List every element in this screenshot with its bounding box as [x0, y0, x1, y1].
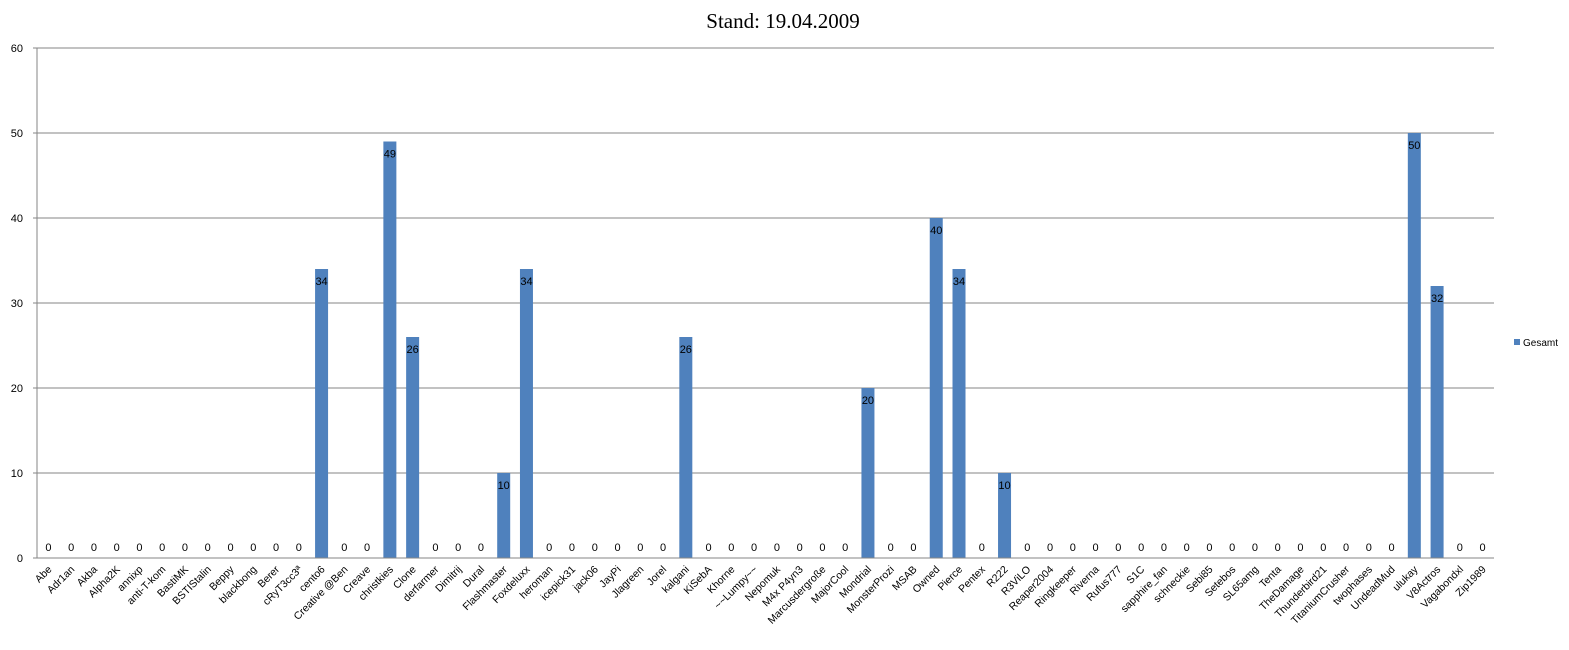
data-label: 40 — [930, 225, 942, 237]
y-tick-label: 10 — [11, 468, 23, 480]
data-label: 0 — [91, 542, 97, 554]
x-tick-label: Dimitrij — [433, 564, 464, 595]
data-label: 0 — [614, 542, 620, 554]
data-label: 0 — [250, 542, 256, 554]
bar — [497, 473, 511, 558]
data-label: 0 — [227, 542, 233, 554]
data-label: 0 — [1457, 542, 1463, 554]
x-axis: AbeAdr1anAkbaAlpha2Kannixpanti-T-komBast… — [33, 557, 1494, 627]
data-label: 0 — [1070, 542, 1076, 554]
data-label: 34 — [953, 276, 965, 288]
bar-series: 0 0 0 0 0 0 0 0 0 0 0 0 34 0 0 49 26 0 0 0 10 34 0 0 0 0 0 0 26 0 0 0 0 0… — [45, 133, 1486, 558]
data-label: 0 — [45, 542, 51, 554]
chart-title: Stand: 19.04.2009 — [706, 9, 859, 33]
y-tick-label: 60 — [11, 43, 23, 55]
data-label: 0 — [797, 542, 803, 554]
data-label: 0 — [1297, 542, 1303, 554]
data-label: 50 — [1408, 140, 1420, 152]
data-label: 0 — [637, 542, 643, 554]
legend-label-gesamt: Gesamt — [1523, 338, 1558, 349]
data-label: 0 — [751, 542, 757, 554]
data-label: 0 — [205, 542, 211, 554]
x-tick-label: jack06 — [570, 564, 601, 595]
data-label: 0 — [1024, 542, 1030, 554]
data-label: 0 — [888, 542, 894, 554]
y-tick-label: 0 — [17, 553, 23, 565]
legend-swatch-gesamt — [1514, 339, 1520, 345]
data-label: 0 — [1161, 542, 1167, 554]
data-label: 0 — [569, 542, 575, 554]
data-label: 0 — [432, 542, 438, 554]
bar — [383, 141, 397, 558]
data-label: 0 — [546, 542, 552, 554]
y-tick-label: 40 — [11, 213, 23, 225]
data-label: 0 — [364, 542, 370, 554]
data-label: 0 — [1343, 542, 1349, 554]
data-label: 20 — [862, 395, 874, 407]
data-label: 0 — [182, 542, 188, 554]
bar — [406, 337, 420, 558]
data-label: 34 — [520, 276, 532, 288]
data-label: 32 — [1431, 293, 1443, 305]
data-label: 0 — [1093, 542, 1099, 554]
data-label: 10 — [998, 480, 1010, 492]
data-label: 0 — [455, 542, 461, 554]
x-tick-label: Pentex — [956, 563, 988, 595]
bar — [929, 218, 943, 558]
bar — [679, 337, 693, 558]
legend: Gesamt — [1514, 338, 1558, 349]
data-label: 26 — [680, 344, 692, 356]
data-label: 0 — [1388, 542, 1394, 554]
data-label: 0 — [114, 542, 120, 554]
data-label: 34 — [315, 276, 327, 288]
data-label: 0 — [1115, 542, 1121, 554]
bar — [315, 269, 329, 558]
data-label: 0 — [478, 542, 484, 554]
data-label: 0 — [774, 542, 780, 554]
y-tick-label: 50 — [11, 128, 23, 140]
data-label: 0 — [728, 542, 734, 554]
bar — [1407, 133, 1421, 558]
data-label: 0 — [159, 542, 165, 554]
data-label: 0 — [1206, 542, 1212, 554]
data-label: 26 — [407, 344, 419, 356]
bar — [952, 269, 966, 558]
y-tick-label: 30 — [11, 298, 23, 310]
data-label: 49 — [384, 149, 396, 161]
data-label: 0 — [1047, 542, 1053, 554]
bar — [519, 269, 533, 558]
data-label: 0 — [341, 542, 347, 554]
data-label: 10 — [498, 480, 510, 492]
data-label: 0 — [979, 542, 985, 554]
gridlines — [37, 47, 1494, 559]
y-tick-label: 20 — [11, 383, 23, 395]
data-label: 0 — [592, 542, 598, 554]
data-label: 0 — [1275, 542, 1281, 554]
y-axis: 0 10 20 30 40 50 60 — [11, 43, 38, 565]
bar — [998, 473, 1012, 558]
data-label: 0 — [1184, 542, 1190, 554]
bar — [861, 388, 875, 558]
data-label: 0 — [660, 542, 666, 554]
bar — [1430, 286, 1444, 558]
data-label: 0 — [296, 542, 302, 554]
data-label: 0 — [136, 542, 142, 554]
data-label: 0 — [1252, 542, 1258, 554]
data-label: 0 — [1366, 542, 1372, 554]
data-label: 0 — [1320, 542, 1326, 554]
data-label: 0 — [842, 542, 848, 554]
data-label: 0 — [706, 542, 712, 554]
data-label: 0 — [1229, 542, 1235, 554]
data-label: 0 — [273, 542, 279, 554]
data-label: 0 — [1480, 542, 1486, 554]
data-label: 0 — [819, 542, 825, 554]
data-label: 0 — [910, 542, 916, 554]
data-label: 0 — [68, 542, 74, 554]
data-label: 0 — [1138, 542, 1144, 554]
